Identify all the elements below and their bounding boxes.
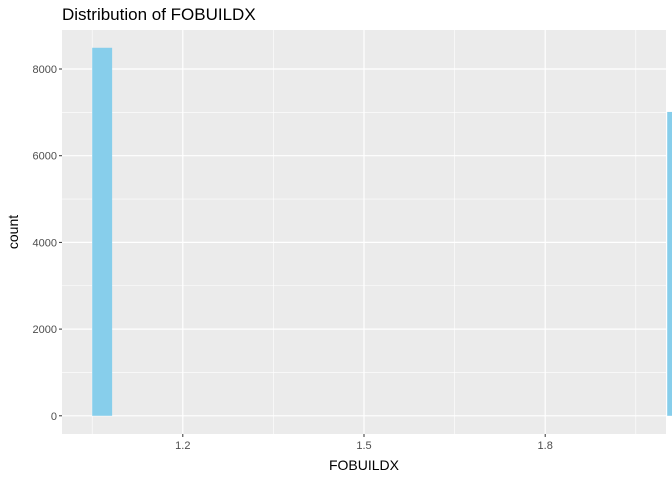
y-axis-title: count bbox=[5, 215, 21, 249]
bar-2 bbox=[667, 111, 672, 416]
x-tick-label: 1.5 bbox=[356, 440, 371, 452]
bar-1 bbox=[92, 47, 113, 416]
major-gridlines bbox=[62, 30, 666, 434]
y-tick-label: 4000 bbox=[33, 237, 57, 249]
y-tick-label: 2000 bbox=[33, 324, 57, 336]
x-tick-label: 1.2 bbox=[175, 440, 190, 452]
chart-title: Distribution of FOBUILDX bbox=[62, 5, 256, 24]
y-tick-label: 8000 bbox=[33, 64, 57, 76]
x-axis: 1.2 1.5 1.8 bbox=[175, 434, 553, 452]
y-axis: 0 2000 4000 6000 8000 bbox=[33, 64, 62, 423]
y-tick-label: 6000 bbox=[33, 151, 57, 163]
x-tick-label: 1.8 bbox=[538, 440, 553, 452]
y-tick-label: 0 bbox=[51, 411, 57, 423]
bars bbox=[92, 47, 672, 416]
x-axis-title: FOBUILDX bbox=[329, 457, 400, 473]
